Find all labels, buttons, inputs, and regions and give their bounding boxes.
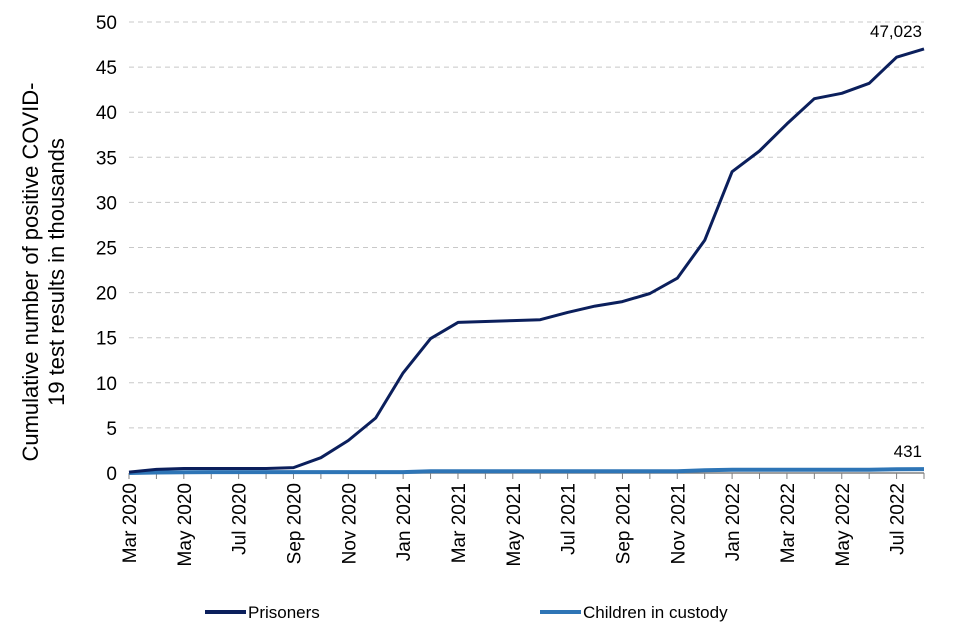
x-tick-label: Mar 2020 (120, 483, 141, 563)
x-tick-label: Mar 2021 (449, 483, 470, 563)
x-tick-label: May 2020 (175, 483, 196, 566)
gridlines (129, 21, 924, 429)
y-tick-label: 10 (96, 374, 117, 395)
x-tick-label: Jul 2020 (230, 483, 251, 555)
legend-label-children: Children in custody (583, 603, 728, 622)
y-tick-label: 5 (106, 419, 117, 440)
y-axis-label-line-2: 19 test results in thousands (44, 138, 69, 406)
x-tick-label: Sep 2020 (284, 483, 305, 564)
y-tick-label: 15 (96, 329, 117, 350)
legend: Prisoners Children in custody (205, 603, 728, 622)
x-tick-label: Nov 2020 (339, 483, 360, 564)
x-tick-label: Jan 2021 (394, 483, 415, 561)
y-tick-label: 30 (96, 193, 117, 214)
y-axis-ticks: 0 5 10 15 20 25 30 35 40 45 50 (96, 13, 117, 485)
x-tick-label: Sep 2021 (613, 483, 634, 564)
x-tick-label: Jan 2022 (723, 483, 744, 561)
x-tick-label: Jul 2022 (888, 483, 909, 555)
series-line-prisoners (128, 47, 925, 474)
legend-label-prisoners: Prisoners (248, 603, 320, 622)
x-tick-label: Mar 2022 (778, 483, 799, 563)
x-tick-label: Nov 2021 (668, 483, 689, 564)
x-tick-label: Jul 2021 (559, 483, 580, 555)
data-label-children-in-custody: 431 (894, 442, 922, 461)
y-tick-label: 50 (96, 13, 117, 34)
y-tick-label: 0 (106, 464, 117, 485)
data-labels: 431 47,023 (870, 22, 922, 461)
x-tick-label: May 2022 (833, 483, 854, 566)
x-axis-ticks: Mar 2020 May 2020 Jul 2020 Sep 2020 Nov 2020… (120, 483, 909, 566)
series-line-children-in-custody (128, 467, 925, 475)
y-tick-label: 45 (96, 58, 117, 79)
y-tick-label: 20 (96, 284, 117, 305)
series-lines (128, 47, 925, 475)
y-tick-label: 25 (96, 239, 117, 260)
y-tick-label: 35 (96, 148, 117, 169)
y-axis-label-line-1: Cumulative number of positive COVID- (18, 82, 43, 461)
x-tick-label: May 2021 (504, 483, 525, 566)
y-tick-label: 40 (96, 103, 117, 124)
data-label-prisoners: 47,023 (870, 22, 922, 41)
